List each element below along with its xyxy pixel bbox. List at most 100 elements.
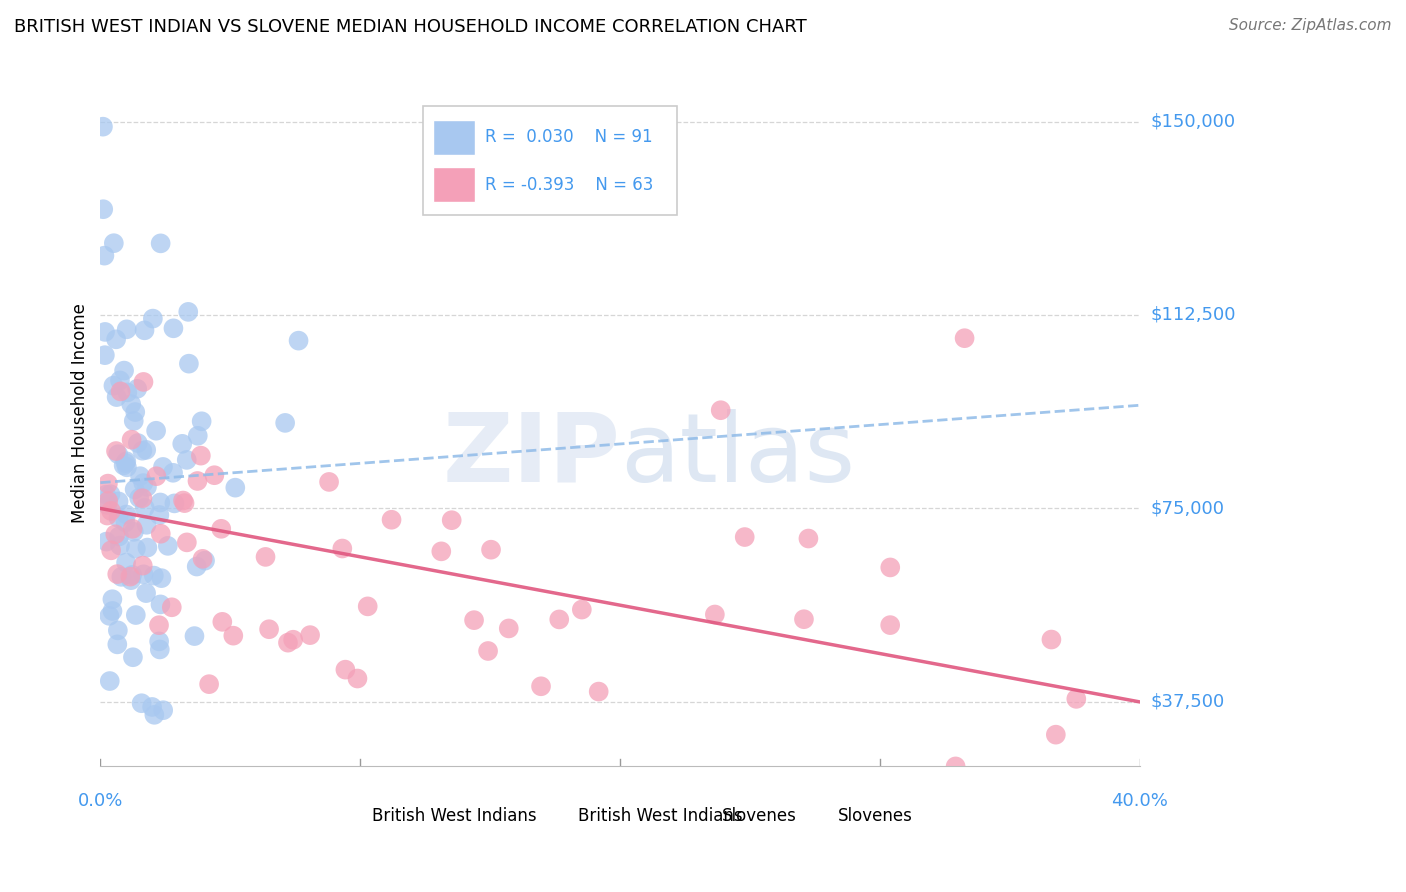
Point (98, 608, 121, 623)
Point (125, 608, 148, 623)
Point (160, 600, 183, 615)
Point (793, 612, 815, 626)
FancyBboxPatch shape (423, 105, 678, 215)
Point (211, 615, 233, 629)
Point (114, 456, 136, 470)
FancyBboxPatch shape (433, 120, 475, 155)
Point (131, 443, 153, 458)
Point (1045, 728, 1067, 742)
Text: Slovenes: Slovenes (838, 807, 912, 825)
Point (100, 543, 122, 558)
Point (191, 551, 214, 566)
Point (141, 700, 163, 714)
Point (149, 495, 172, 509)
Point (105, 567, 128, 582)
Point (318, 475, 340, 489)
Point (588, 684, 610, 698)
Point (198, 677, 221, 691)
Point (257, 622, 280, 636)
Point (1040, 632, 1063, 647)
Point (346, 672, 368, 686)
Point (105, 390, 128, 404)
Point (128, 491, 150, 505)
Point (953, 331, 976, 345)
Point (703, 607, 725, 622)
Point (120, 397, 142, 411)
Point (104, 527, 127, 541)
Point (132, 476, 155, 491)
Point (145, 424, 167, 438)
Point (121, 568, 143, 582)
Point (148, 618, 170, 632)
Point (135, 517, 157, 532)
Point (94, 488, 117, 502)
Point (129, 469, 152, 483)
Text: $75,000: $75,000 (1152, 500, 1225, 517)
Point (150, 571, 173, 585)
Point (93, 249, 115, 263)
Point (945, 759, 967, 773)
Point (135, 586, 157, 600)
Text: Slovenes: Slovenes (721, 807, 797, 825)
Point (498, 622, 520, 636)
Point (107, 447, 129, 461)
Point (132, 567, 155, 582)
Text: atlas: atlas (620, 409, 855, 502)
Point (103, 236, 125, 251)
Point (463, 613, 485, 627)
Point (330, 541, 353, 556)
Point (1066, 691, 1088, 706)
Point (440, 513, 463, 527)
Point (124, 405, 146, 419)
Point (274, 416, 297, 430)
Text: $37,500: $37,500 (1152, 693, 1225, 711)
Point (115, 322, 138, 336)
Y-axis label: Median Household Income: Median Household Income (72, 303, 89, 523)
Point (477, 644, 499, 658)
Point (172, 437, 194, 451)
Point (121, 522, 143, 536)
Point (149, 236, 172, 251)
Point (122, 524, 145, 539)
Point (177, 305, 200, 319)
Point (142, 311, 165, 326)
Point (335, 663, 357, 677)
Text: $150,000: $150,000 (1152, 112, 1236, 130)
Text: British West Indians: British West Indians (373, 807, 537, 825)
Point (131, 696, 153, 710)
Point (103, 378, 125, 392)
Point (172, 493, 194, 508)
Point (287, 334, 309, 348)
Point (187, 429, 209, 443)
Point (108, 529, 131, 543)
Point (530, 679, 553, 693)
Point (142, 568, 165, 582)
Point (194, 554, 217, 568)
Point (108, 539, 131, 553)
Point (136, 541, 159, 555)
Point (100, 487, 122, 501)
Point (299, 628, 322, 642)
Point (91, 120, 114, 134)
Point (136, 480, 159, 494)
Text: 0.0%: 0.0% (77, 792, 124, 810)
Text: R = -0.393    N = 63: R = -0.393 N = 63 (485, 176, 654, 194)
Point (283, 632, 305, 647)
Point (177, 357, 200, 371)
Point (254, 549, 277, 564)
Point (380, 513, 402, 527)
Point (135, 442, 157, 457)
Point (190, 414, 212, 428)
Point (132, 375, 155, 389)
Point (117, 385, 139, 400)
Point (115, 556, 138, 570)
Point (97, 494, 120, 508)
Point (479, 542, 502, 557)
Point (202, 468, 225, 483)
Point (110, 384, 132, 399)
Point (797, 532, 820, 546)
Point (148, 508, 170, 522)
Point (134, 323, 156, 337)
FancyBboxPatch shape (543, 803, 571, 831)
Text: Source: ZipAtlas.com: Source: ZipAtlas.com (1229, 18, 1392, 33)
